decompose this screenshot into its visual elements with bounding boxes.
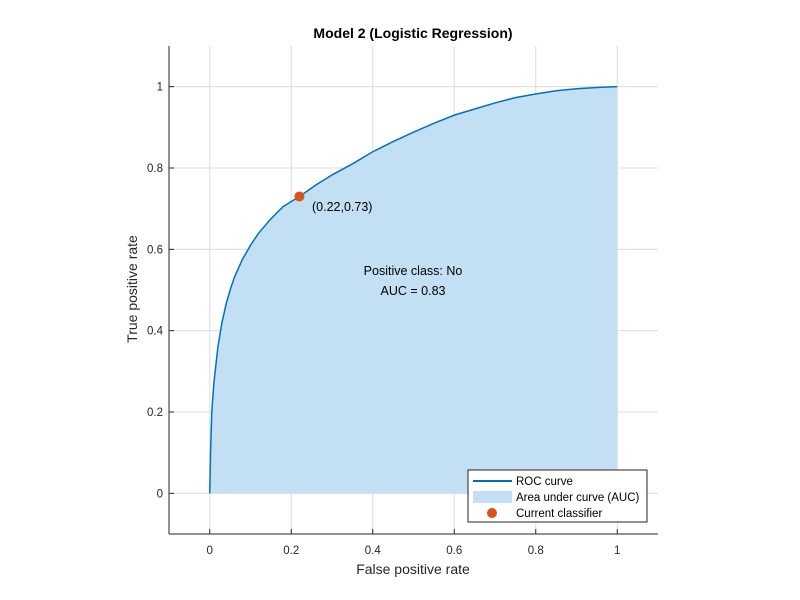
roc-curve-line <box>209 85 618 494</box>
y-tick-label: 0.4 <box>147 326 164 338</box>
legend-roc-label: ROC curve <box>516 476 573 488</box>
x-tick-label: 1 <box>614 545 620 557</box>
auc-value-annotation: AUC = 0.83 <box>381 284 446 298</box>
classifier-coordinate-label: (0.22,0.73) <box>312 200 372 214</box>
x-tick-label: 0.2 <box>283 545 299 557</box>
chart-title: Model 2 (Logistic Regression) <box>313 25 512 41</box>
y-axis-label: True positive rate <box>124 235 140 343</box>
x-tick-labels: 0 0.2 0.4 0.6 0.8 1 <box>207 545 621 557</box>
legend-auc-label: Area under curve (AUC) <box>516 492 640 504</box>
legend-classifier-label: Current classifier <box>516 508 602 520</box>
y-tick-label: 0 <box>157 488 163 500</box>
y-tick-label: 0.8 <box>147 163 163 175</box>
y-tick-label: 0.2 <box>147 407 163 419</box>
legend-auc-swatch <box>473 491 512 503</box>
positive-class-annotation: Positive class: No <box>364 264 463 278</box>
x-tick-label: 0.8 <box>528 545 544 557</box>
y-tick-label: 0.6 <box>147 244 163 256</box>
y-tick-labels: 0 0.2 0.4 0.6 0.8 1 <box>147 82 164 501</box>
legend: ROC curve Area under curve (AUC) Current… <box>467 469 648 523</box>
current-classifier-point <box>294 191 305 202</box>
x-tick-label: 0.6 <box>446 545 462 557</box>
x-axis-label: False positive rate <box>356 561 470 577</box>
axes <box>168 46 658 535</box>
x-tick-label: 0.4 <box>365 545 382 557</box>
legend-classifier-swatch <box>487 508 497 518</box>
y-tick-label: 1 <box>157 82 163 94</box>
x-tick-label: 0 <box>207 545 213 557</box>
